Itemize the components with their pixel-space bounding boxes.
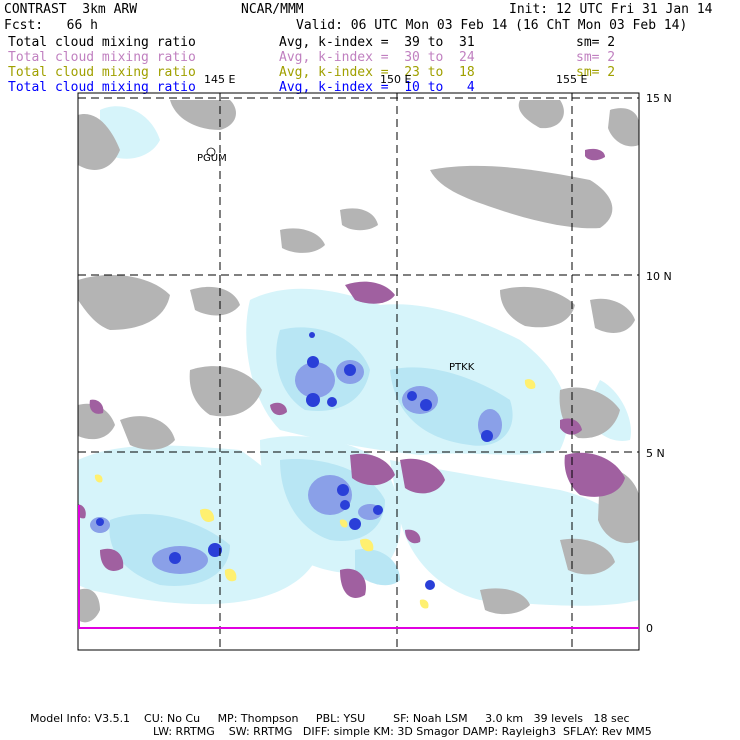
cloud-gray-areas xyxy=(78,100,639,623)
layer-2-range: Avg, k-index = 30 to 24 xyxy=(279,50,475,65)
layer-3-name: Total cloud mixing ratio xyxy=(8,65,196,80)
map-frame xyxy=(77,92,640,651)
init-time: Init: 12 UTC Fri 31 Jan 14 xyxy=(509,2,713,17)
lat-label-5: 5 N xyxy=(646,447,665,460)
cloud-yellow-areas xyxy=(94,379,536,609)
layer-3-range: Avg, k-index = 23 to 18 xyxy=(279,65,475,80)
station-pgum: PGUM xyxy=(197,153,227,164)
cloud-core-areas xyxy=(96,332,493,590)
cloud-purple-areas xyxy=(78,148,625,598)
lon-label-155: 155 E xyxy=(556,73,587,86)
forecast-hour: Fcst: 66 h xyxy=(4,18,98,33)
lon-label-150: 150 E xyxy=(380,73,411,86)
layer-1-sm: sm= 2 xyxy=(576,35,616,50)
model-title: CONTRAST 3km ARW xyxy=(4,2,138,17)
lat-label-0: 0 xyxy=(646,622,653,635)
station-ptkk: PTKK xyxy=(449,362,475,373)
org-label: NCAR/MMM xyxy=(241,2,304,17)
cloud-fields xyxy=(78,100,639,623)
lat-label-15: 15 N xyxy=(646,92,672,105)
layer-4-name: Total cloud mixing ratio xyxy=(8,80,196,95)
station-pgum-marker xyxy=(206,147,216,157)
domain-boundary xyxy=(78,505,639,629)
layer-1-name: Total cloud mixing ratio xyxy=(8,35,196,50)
lat-label-10: 10 N xyxy=(646,270,672,283)
layer-2-name: Total cloud mixing ratio xyxy=(8,50,196,65)
model-info-line1: Model Info: V3.5.1 CU: No Cu MP: Thompso… xyxy=(30,712,630,725)
layer-2-sm: sm= 2 xyxy=(576,50,616,65)
valid-time: Valid: 06 UTC Mon 03 Feb 14 (16 ChT Mon … xyxy=(296,18,688,33)
layer-3-sm: sm= 2 xyxy=(576,65,616,80)
layer-4-range: Avg, k-index = 10 to 4 xyxy=(279,80,475,95)
model-info-line2: LW: RRTMG SW: RRTMG DIFF: simple KM: 3D … xyxy=(153,725,652,738)
lon-label-145: 145 E xyxy=(204,73,235,86)
layer-1-range: Avg, k-index = 39 to 31 xyxy=(279,35,475,50)
